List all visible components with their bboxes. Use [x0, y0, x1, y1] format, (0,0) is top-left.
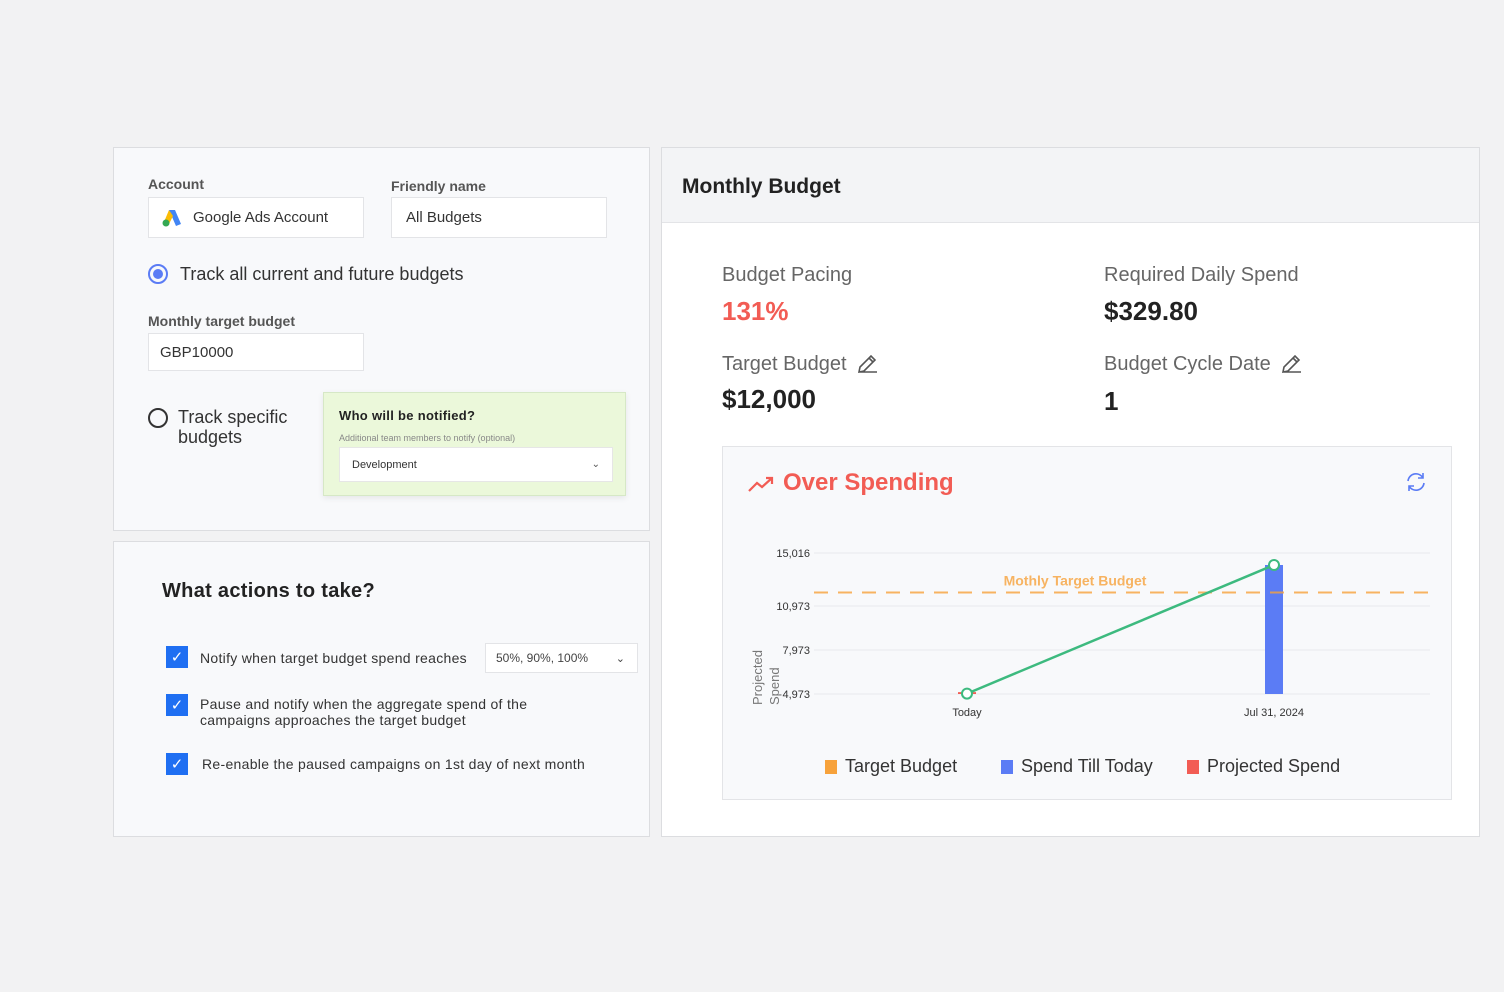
target-value: $12,000 [722, 384, 816, 414]
track-specific-radio[interactable] [148, 408, 168, 428]
legend-target-budget[interactable]: Target Budget [825, 756, 957, 777]
track-specific-label[interactable]: Track specific budgets [178, 407, 288, 447]
target-budget-label: Mothly Target Budget [1004, 573, 1147, 589]
legend-label: Projected Spend [1207, 756, 1341, 776]
projection-line [966, 563, 1275, 695]
legend-swatch [1187, 759, 1199, 774]
monthly-budget-header: Monthly Budget [662, 148, 1479, 223]
monthly-target-input[interactable]: GBP10000 [148, 333, 364, 371]
legend-projected-spend[interactable]: Projected Spend [1187, 756, 1340, 777]
required-value: $329.80 [1104, 296, 1198, 326]
reenable-checkbox[interactable]: ✓ [166, 753, 188, 775]
monthly-target-label: Monthly target budget [148, 313, 295, 329]
status-title: Over Spending [783, 469, 954, 496]
refresh-icon[interactable] [1404, 470, 1428, 494]
threshold-select[interactable]: 50%, 90%, 100% ⌄ [485, 643, 638, 673]
friendly-name-value: All Budgets [406, 209, 482, 226]
track-all-label[interactable]: Track all current and future budgets [180, 264, 464, 284]
reenable-action-label: Re-enable the paused campaigns on 1st da… [202, 756, 586, 772]
track-all-radio[interactable] [148, 264, 168, 284]
pacing-label: Budget Pacing [722, 264, 853, 286]
friendly-name-label: Friendly name [391, 178, 486, 194]
over-spending-card [722, 446, 1452, 800]
google-ads-icon [162, 209, 181, 226]
pause-checkbox[interactable]: ✓ [166, 694, 188, 716]
chevron-down-icon: ⌄ [591, 459, 600, 470]
actions-title: What actions to take? [162, 580, 375, 602]
y-tick-label: 15,016 [776, 548, 810, 560]
projection-point [961, 687, 973, 700]
legend-spend-till-today[interactable]: Spend Till Today [1001, 756, 1153, 777]
notify-card: Who will be notified? Additional team me… [323, 392, 626, 496]
account-select[interactable]: Google Ads Account [148, 197, 364, 238]
spend-chart: 4,973 7,973 10,973 15,016 Today Jul 31, 2024 M… [776, 548, 1430, 719]
cycle-value: 1 [1104, 386, 1119, 416]
friendly-name-input[interactable]: All Budgets [391, 197, 607, 238]
target-label: Target Budget [722, 352, 847, 375]
chevron-down-icon: ⌄ [615, 652, 625, 665]
monthly-target-value: GBP10000 [160, 343, 234, 361]
legend-label: Target Budget [845, 756, 958, 776]
x-tick-label: Jul 31, 2024 [1244, 707, 1304, 719]
notify-title: Who will be notified? [339, 408, 476, 423]
edit-pencil-icon[interactable] [855, 352, 879, 376]
projection-point [1268, 559, 1280, 572]
y-axis-label: Projected Spend [750, 650, 782, 705]
pause-action-label: Pause and notify when the aggregate spen… [200, 696, 528, 728]
legend-label: Spend Till Today [1021, 756, 1153, 776]
x-tick-label: Today [952, 707, 982, 719]
trending-up-icon [748, 476, 774, 492]
y-tick-label: 10,973 [776, 601, 810, 613]
required-label: Required Daily Spend [1104, 264, 1299, 286]
y-tick-label: 4,973 [782, 689, 810, 701]
monthly-budget-title: Monthly Budget [682, 175, 841, 198]
notify-select[interactable]: Development ⌄ [339, 447, 613, 482]
legend-swatch [1001, 759, 1013, 774]
setup-panel: Account Google Ads Account Friendly name… [113, 147, 650, 531]
notify-hint: Additional team members to notify (optio… [339, 433, 516, 443]
edit-pencil-icon[interactable] [1279, 352, 1303, 376]
pacing-value: 131% [722, 296, 789, 326]
notify-checkbox[interactable]: ✓ [166, 646, 188, 668]
account-value: Google Ads Account [193, 209, 329, 226]
notify-action-label: Notify when target budget spend reaches [200, 650, 467, 666]
actions-panel: What actions to take? ✓ Notify when targ… [113, 541, 650, 837]
cycle-label: Budget Cycle Date [1104, 352, 1271, 375]
notify-selected: Development [352, 458, 417, 471]
spend-till-today-bar [1265, 565, 1283, 694]
account-label: Account [148, 176, 204, 192]
y-tick-label: 7,973 [782, 645, 810, 657]
threshold-value: 50%, 90%, 100% [496, 651, 589, 665]
legend-swatch [825, 759, 837, 774]
